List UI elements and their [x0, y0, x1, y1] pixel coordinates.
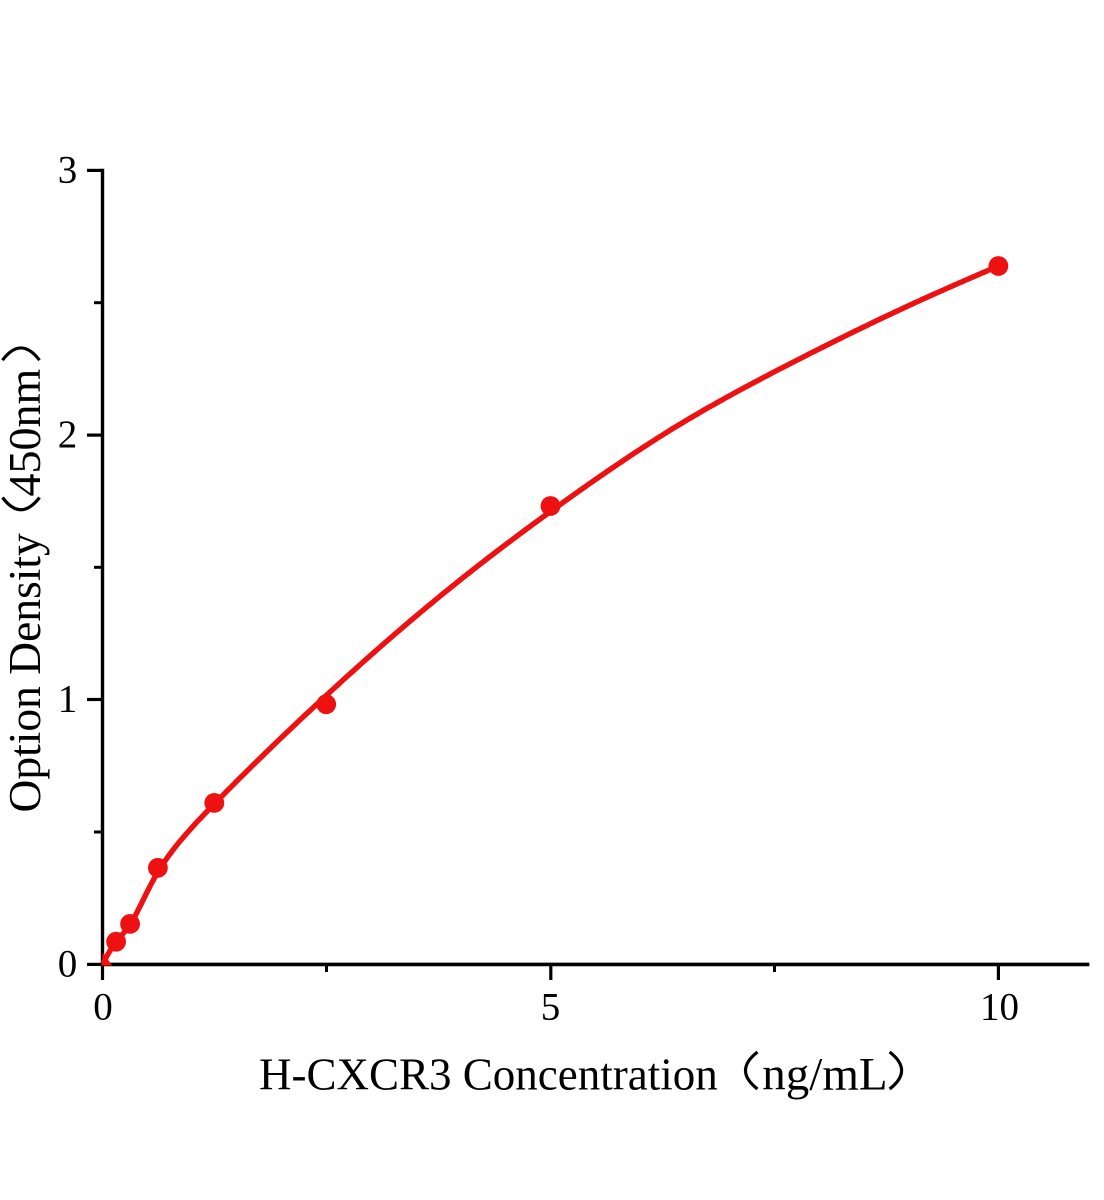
svg-text:0: 0	[93, 986, 113, 1029]
svg-text:ng/mL: ng/mL	[762, 1048, 887, 1100]
svg-text:0: 0	[58, 942, 78, 985]
svg-text:Option Density: Option Density	[0, 533, 50, 813]
svg-text:450nm: 450nm	[0, 369, 50, 497]
svg-text:2: 2	[58, 413, 78, 456]
svg-text:3: 3	[58, 148, 78, 191]
svg-text:H-CXCR3 Concentration: H-CXCR3 Concentration	[259, 1049, 718, 1099]
svg-text:1: 1	[58, 678, 78, 721]
svg-text:10: 10	[980, 986, 1019, 1029]
svg-text:5: 5	[541, 986, 561, 1029]
